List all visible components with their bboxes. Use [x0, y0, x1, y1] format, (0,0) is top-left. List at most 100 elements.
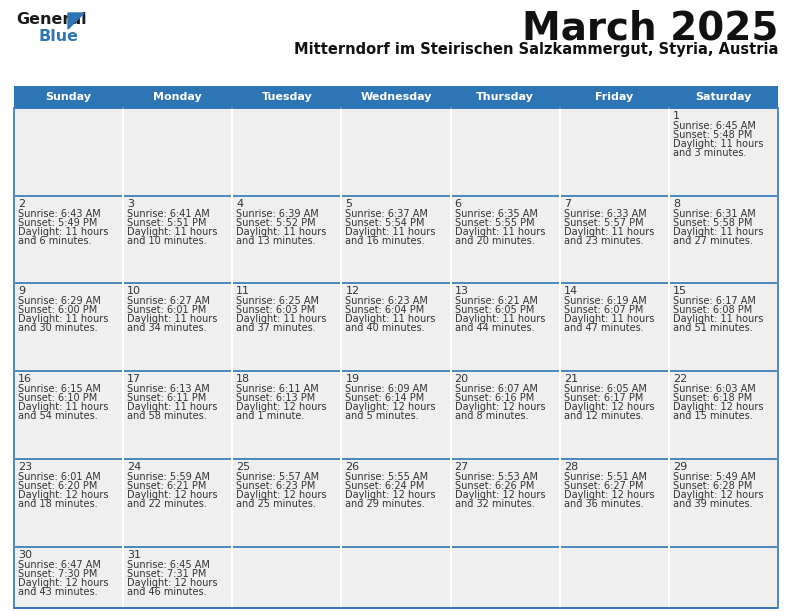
Text: Sunset: 6:20 PM: Sunset: 6:20 PM — [18, 481, 97, 491]
Text: Sunrise: 5:49 AM: Sunrise: 5:49 AM — [673, 472, 756, 482]
Bar — [14, 547, 123, 608]
Text: 18: 18 — [236, 374, 250, 384]
Text: Sunrise: 6:17 AM: Sunrise: 6:17 AM — [673, 296, 756, 307]
Text: and 22 minutes.: and 22 minutes. — [128, 499, 207, 509]
Text: Daylight: 12 hours: Daylight: 12 hours — [564, 402, 654, 412]
Bar — [560, 459, 669, 547]
Text: Sunset: 6:16 PM: Sunset: 6:16 PM — [455, 393, 534, 403]
Bar — [14, 371, 123, 459]
Bar — [232, 371, 341, 459]
Bar — [232, 547, 341, 608]
Text: and 40 minutes.: and 40 minutes. — [345, 323, 425, 334]
Bar — [451, 371, 560, 459]
Text: Daylight: 12 hours: Daylight: 12 hours — [236, 402, 327, 412]
Bar — [451, 547, 560, 608]
Bar — [232, 108, 341, 196]
Text: Mitterndorf im Steirischen Salzkammergut, Styria, Austria: Mitterndorf im Steirischen Salzkammergut… — [294, 42, 778, 57]
Text: Sunset: 6:10 PM: Sunset: 6:10 PM — [18, 393, 97, 403]
Text: Sunrise: 6:29 AM: Sunrise: 6:29 AM — [18, 296, 101, 307]
Bar — [560, 547, 669, 608]
Text: 6: 6 — [455, 199, 462, 209]
Text: 11: 11 — [236, 286, 250, 296]
Bar — [451, 196, 560, 283]
Text: Sunset: 6:21 PM: Sunset: 6:21 PM — [128, 481, 207, 491]
Bar — [14, 108, 123, 196]
Text: Daylight: 12 hours: Daylight: 12 hours — [455, 402, 545, 412]
Text: Sunset: 5:55 PM: Sunset: 5:55 PM — [455, 218, 534, 228]
Text: Daylight: 11 hours: Daylight: 11 hours — [128, 226, 218, 237]
Text: Sunset: 6:27 PM: Sunset: 6:27 PM — [564, 481, 643, 491]
Text: Daylight: 11 hours: Daylight: 11 hours — [18, 226, 109, 237]
Text: 12: 12 — [345, 286, 360, 296]
Text: Sunrise: 6:47 AM: Sunrise: 6:47 AM — [18, 559, 101, 570]
Text: 16: 16 — [18, 374, 32, 384]
Bar — [341, 371, 451, 459]
Text: Sunrise: 6:15 AM: Sunrise: 6:15 AM — [18, 384, 101, 394]
Text: 5: 5 — [345, 199, 352, 209]
Text: 25: 25 — [236, 462, 250, 472]
Bar — [14, 196, 123, 283]
Text: Sunday: Sunday — [46, 92, 92, 102]
Text: Daylight: 11 hours: Daylight: 11 hours — [18, 315, 109, 324]
Text: and 15 minutes.: and 15 minutes. — [673, 411, 752, 421]
Text: and 25 minutes.: and 25 minutes. — [236, 499, 316, 509]
Text: 30: 30 — [18, 550, 32, 559]
Text: Saturday: Saturday — [695, 92, 752, 102]
Text: and 30 minutes.: and 30 minutes. — [18, 323, 97, 334]
Text: Daylight: 11 hours: Daylight: 11 hours — [455, 226, 545, 237]
Text: General: General — [16, 12, 86, 27]
Bar — [123, 459, 232, 547]
Text: Sunset: 6:03 PM: Sunset: 6:03 PM — [236, 305, 315, 315]
Text: Sunset: 7:31 PM: Sunset: 7:31 PM — [128, 569, 207, 578]
Bar — [14, 283, 123, 371]
Text: Daylight: 12 hours: Daylight: 12 hours — [236, 490, 327, 500]
Text: and 1 minute.: and 1 minute. — [236, 411, 305, 421]
Bar — [451, 108, 560, 196]
Polygon shape — [68, 13, 84, 29]
Text: Sunrise: 5:57 AM: Sunrise: 5:57 AM — [236, 472, 319, 482]
Text: Wednesday: Wednesday — [360, 92, 432, 102]
Text: and 3 minutes.: and 3 minutes. — [673, 148, 746, 158]
Text: and 8 minutes.: and 8 minutes. — [455, 411, 528, 421]
Text: Sunset: 5:52 PM: Sunset: 5:52 PM — [236, 218, 316, 228]
Text: Sunset: 6:26 PM: Sunset: 6:26 PM — [455, 481, 534, 491]
Bar — [14, 459, 123, 547]
Text: and 44 minutes.: and 44 minutes. — [455, 323, 534, 334]
Text: 4: 4 — [236, 199, 243, 209]
Text: Sunset: 6:13 PM: Sunset: 6:13 PM — [236, 393, 315, 403]
Text: Sunrise: 5:51 AM: Sunrise: 5:51 AM — [564, 472, 647, 482]
Text: and 29 minutes.: and 29 minutes. — [345, 499, 425, 509]
Text: and 18 minutes.: and 18 minutes. — [18, 499, 97, 509]
Text: Sunset: 6:14 PM: Sunset: 6:14 PM — [345, 393, 425, 403]
Text: Daylight: 12 hours: Daylight: 12 hours — [345, 490, 436, 500]
Text: Sunrise: 6:45 AM: Sunrise: 6:45 AM — [128, 559, 210, 570]
Text: Sunrise: 6:39 AM: Sunrise: 6:39 AM — [236, 209, 319, 218]
Text: Sunrise: 5:53 AM: Sunrise: 5:53 AM — [455, 472, 538, 482]
Text: 31: 31 — [128, 550, 141, 559]
Text: and 13 minutes.: and 13 minutes. — [236, 236, 316, 246]
Text: Daylight: 11 hours: Daylight: 11 hours — [128, 402, 218, 412]
Text: Daylight: 11 hours: Daylight: 11 hours — [18, 402, 109, 412]
Text: Sunrise: 6:07 AM: Sunrise: 6:07 AM — [455, 384, 538, 394]
Text: and 54 minutes.: and 54 minutes. — [18, 411, 97, 421]
Text: Daylight: 11 hours: Daylight: 11 hours — [673, 226, 763, 237]
Text: and 23 minutes.: and 23 minutes. — [564, 236, 643, 246]
Text: Sunset: 6:04 PM: Sunset: 6:04 PM — [345, 305, 425, 315]
Bar — [341, 108, 451, 196]
Bar — [14, 108, 778, 608]
Text: 28: 28 — [564, 462, 578, 472]
Text: Monday: Monday — [154, 92, 202, 102]
Text: Blue: Blue — [38, 29, 78, 44]
Text: Sunset: 5:51 PM: Sunset: 5:51 PM — [128, 218, 207, 228]
Bar — [123, 547, 232, 608]
Text: and 43 minutes.: and 43 minutes. — [18, 586, 97, 597]
Text: and 20 minutes.: and 20 minutes. — [455, 236, 535, 246]
Text: Daylight: 12 hours: Daylight: 12 hours — [128, 578, 218, 588]
Text: Sunrise: 6:03 AM: Sunrise: 6:03 AM — [673, 384, 756, 394]
Text: 23: 23 — [18, 462, 32, 472]
Text: Sunset: 5:49 PM: Sunset: 5:49 PM — [18, 218, 97, 228]
Text: Daylight: 11 hours: Daylight: 11 hours — [564, 315, 654, 324]
Text: and 47 minutes.: and 47 minutes. — [564, 323, 643, 334]
Text: Sunset: 5:54 PM: Sunset: 5:54 PM — [345, 218, 425, 228]
Text: Daylight: 12 hours: Daylight: 12 hours — [18, 490, 109, 500]
